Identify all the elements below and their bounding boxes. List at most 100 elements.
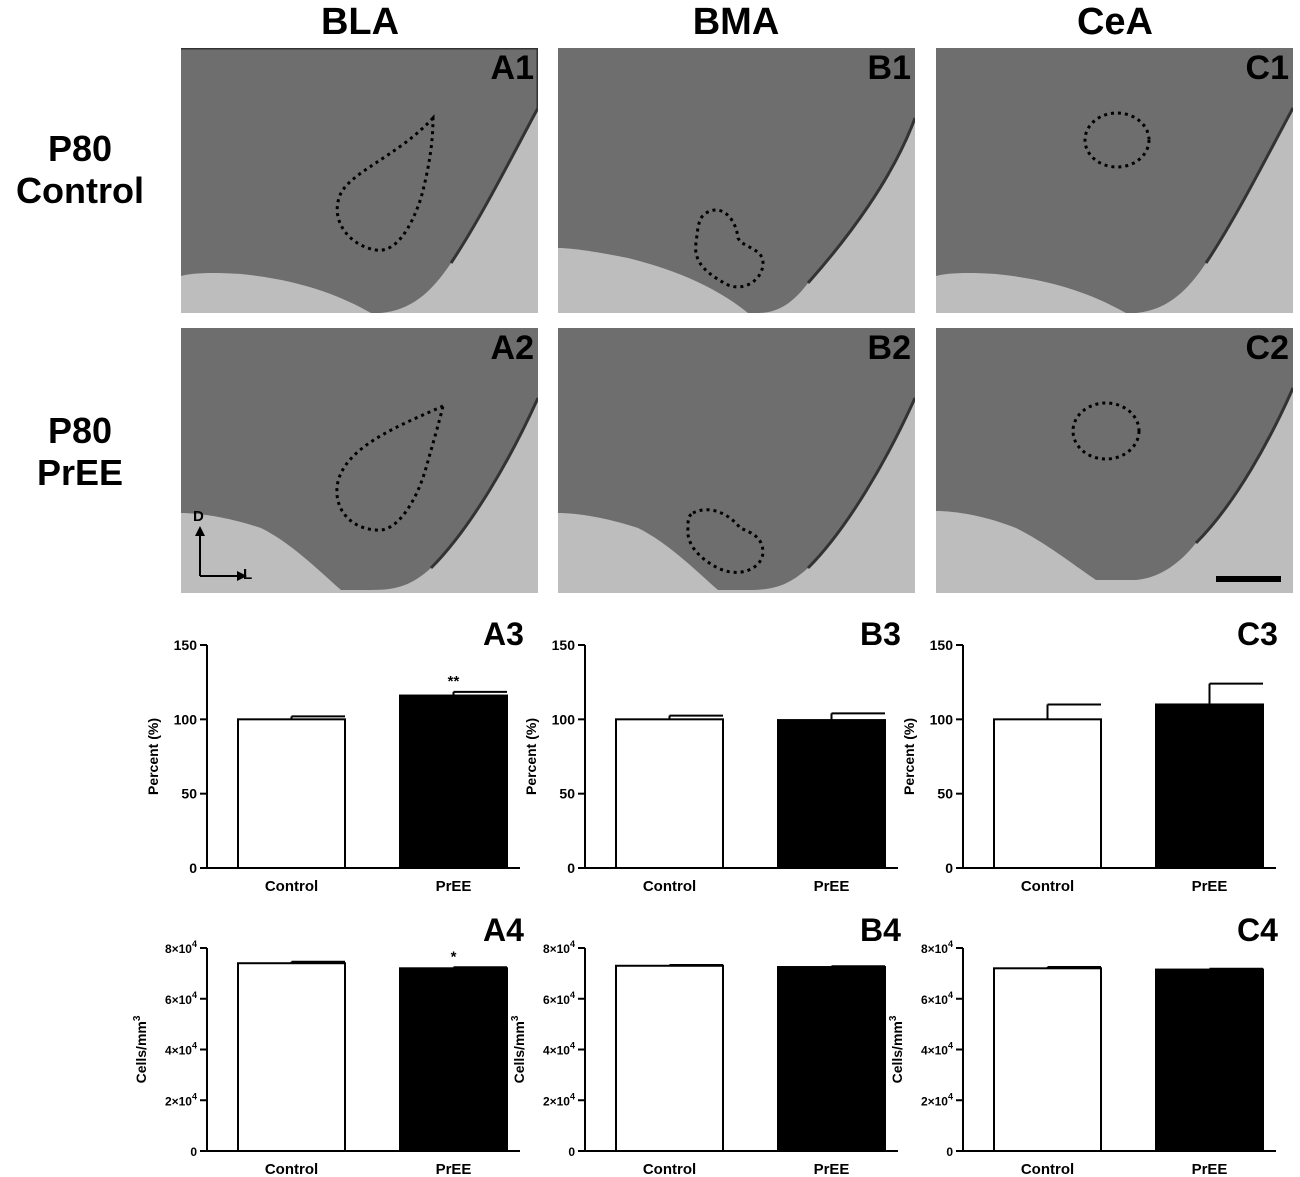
bar-chart-c4-ylabel: Cells/mm3 [888,1015,905,1083]
bar-chart-a4: 0 2×104 4×104 6×104 8×104 Cells/mm3 Control * Pr… [132,939,520,1177]
dorsal-label: D [193,508,204,525]
bar-chart-a4-ylabel-exponent: 3 [132,1015,143,1021]
tissue-section [558,48,915,313]
chart-label-b3: B3 [860,616,901,652]
chart-label-a3: A3 [483,616,524,652]
bar-chart-b3-ytick-label: 150 [552,637,576,653]
chart-label-b4: B4 [860,912,901,948]
bar-chart-b3-ytick-label: 0 [567,860,575,876]
bar-chart-c3-ytick-label: 100 [930,711,954,727]
bar-chart-a4-ytick-exponent: 4 [192,1041,197,1051]
bar-chart-c4-bar-pree [1155,968,1264,1152]
bar-chart-b4-ytick-label: 0 [568,1145,575,1159]
bar-chart-a4-ytick-label: 8×104 [165,939,197,956]
bar-chart-a4-ytick-label: 0 [190,1145,197,1159]
chart-label-a4: A4 [483,912,524,948]
bar-chart-c4-xtick-label: Control [1021,1161,1074,1177]
bar-chart-b3-ytick-label: 100 [552,711,576,727]
bar-chart-b3-xtick-label: PrEE [814,878,850,895]
bar-chart-c4: 0 2×104 4×104 6×104 8×104 Cells/mm3 Control PrE… [888,939,1276,1177]
bar-chart-b4-ytick-label: 2×104 [543,1091,575,1108]
panel-label-c1: C1 [1245,49,1289,87]
bar-chart-b3-ytick-label: 50 [559,786,575,802]
chart-label-c3: C3 [1237,616,1278,652]
row-label-control-line2: Control [16,170,144,211]
bar-chart-b4-ytick-exponent: 4 [570,1091,575,1101]
bar-chart-a3-ytick-label: 100 [174,711,198,727]
bar-chart-b4-ytick-label: 8×104 [543,939,575,956]
bar-chart-b4-ytick-label: 6×104 [543,990,575,1007]
bar-chart-a4-ytick-exponent: 4 [192,1091,197,1101]
bar-chart-b4-bar-control [615,964,724,1153]
bar-chart-c4-ytick-label: 6×104 [921,990,953,1007]
row-label-control: P80 Control [0,128,160,212]
micrograph-a2: A2 D L [181,328,538,593]
bar-chart-c4-xtick-label: PrEE [1192,1161,1228,1177]
bar-chart-c3-ytick-label: 50 [937,786,953,802]
panel-label-b1: B1 [867,49,911,87]
column-title-bma: BMA [692,1,780,43]
row-label-pree: P80 PrEE [0,410,160,494]
row-label-pree-line1: P80 [47,410,113,451]
bar-chart-c3-xtick-label: Control [1021,878,1074,895]
micrograph-a1: A1 [181,48,538,313]
bar-chart-c4-ytick-label: 0 [946,1145,953,1159]
tissue-section [181,48,538,313]
bar-chart-c3-bar-pree [1155,703,1264,870]
bar-chart-b4-ytick-label: 4×104 [543,1041,575,1058]
bar-chart-b4-ytick-exponent: 4 [570,990,575,1000]
panel-label-a2: A2 [490,329,534,367]
bar-chart-a4-ytick-label: 6×104 [165,990,197,1007]
column-title-bla: BLA [320,1,400,43]
bar-chart-a4-ytick-label: 2×104 [165,1091,197,1108]
micrograph-c2: C2 [936,328,1293,593]
lateral-label: L [243,566,253,583]
bar-chart-c4-ytick-label: 2×104 [921,1091,953,1108]
bar-chart-c4-ytick-label: 4×104 [921,1041,953,1058]
panel-label-c2: C2 [1245,329,1289,367]
panel-label-a1: A1 [490,49,534,87]
bar-chart-a4-ytick-exponent: 4 [192,990,197,1000]
bar-chart-b4-ylabel: Cells/mm3 [510,1015,527,1083]
bar-chart-a3-ytick-label: 50 [181,786,197,802]
bar-chart-b4-xtick-label: Control [643,1161,696,1177]
scale-bar [1216,576,1281,582]
tissue-section [558,328,915,590]
bar-chart-a4-bar-pree [399,967,508,1152]
bar-chart-c3-ytick-label: 0 [945,860,953,876]
bar-chart-c4-ytick-exponent: 4 [948,1091,953,1101]
bar-chart-a4-ytick-label: 4×104 [165,1041,197,1058]
chart-label-c4: C4 [1237,912,1278,948]
bar-chart-a3-xtick-label: PrEE [436,878,472,895]
bar-chart-b3-bar-pree [777,719,886,870]
bar-chart-c3-xtick-label: PrEE [1192,878,1228,895]
bar-chart-b4-ytick-exponent: 4 [570,1041,575,1051]
bar-chart-a4-bar-control [237,962,346,1152]
bar-chart-a4-xtick-label: PrEE [436,1161,472,1177]
bar-chart-a4-ytick-exponent: 4 [192,939,197,949]
bar-chart-a3-ylabel: Percent (%) [145,718,161,795]
bar-chart-a4-xtick-label: Control [265,1161,318,1177]
micrograph-b2: B2 [558,328,915,593]
bar-chart-c3-ytick-label: 150 [930,637,954,653]
panel-label-b2: B2 [867,329,911,367]
bar-chart-a4-significance: * [451,948,457,965]
bar-chart-c4-ylabel-exponent: 3 [888,1015,899,1021]
bar-chart-a3-bar-control [237,718,346,870]
bar-chart-b4-ylabel-exponent: 3 [510,1015,521,1021]
bar-chart-b3-ylabel: Percent (%) [523,718,539,795]
bar-chart-a3-significance: ** [448,673,460,690]
column-title-cea: CeA [1076,1,1154,43]
bar-chart-a3-ytick-label: 0 [189,860,197,876]
micrograph-b1: B1 [558,48,915,313]
tissue-section [936,48,1293,313]
bar-chart-a3: 0 50 100 150 Percent (%) Control ** PrEE [145,637,520,895]
tissue-section [936,328,1293,582]
bar-chart-b3: 0 50 100 150 Percent (%) Control PrEE [523,637,898,895]
bar-chart-b4-xtick-label: PrEE [814,1161,850,1177]
micrograph-c1: C1 [936,48,1293,313]
row-label-pree-line2: PrEE [36,452,124,493]
bar-chart-c4-ytick-exponent: 4 [948,939,953,949]
bar-chart-c4-ytick-label: 8×104 [921,939,953,956]
bar-chart-b3-bar-control [615,718,724,870]
